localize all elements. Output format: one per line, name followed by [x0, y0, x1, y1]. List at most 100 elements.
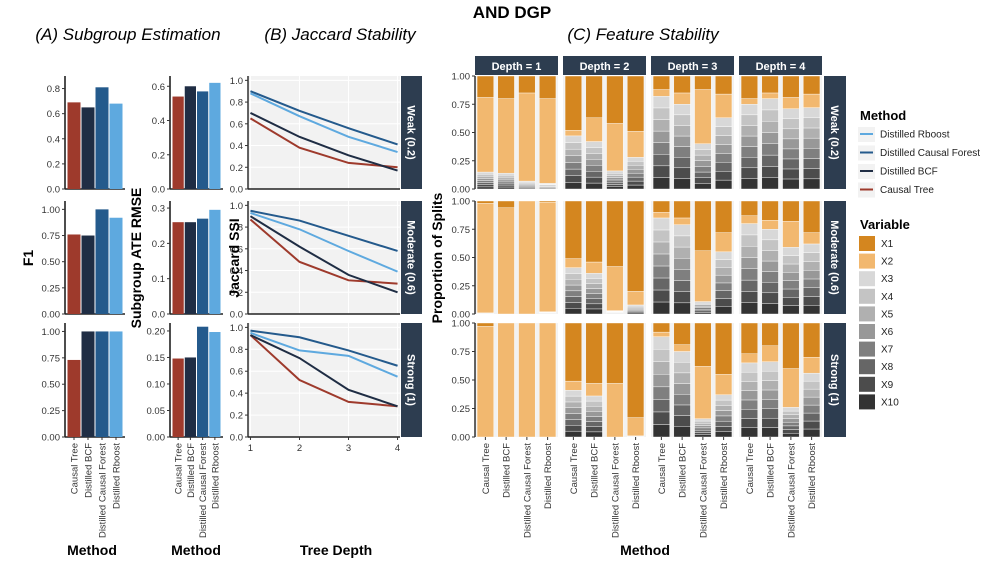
- feature-stack-segment: [585, 165, 603, 172]
- jaccard-ylabel: Jaccard SSI: [226, 218, 242, 297]
- depth-strip: [739, 56, 822, 75]
- f1-x-tick-label: Distilled Causal Forest: [98, 443, 109, 538]
- feature-stack-segment: [694, 89, 712, 144]
- feature-stack-segment: [694, 420, 712, 424]
- feature-stack-segment: [564, 142, 582, 150]
- feature-stack-segment: [694, 171, 712, 178]
- feature-stack-segment: [497, 178, 515, 182]
- feature-stack-segment: [694, 154, 712, 161]
- rmse-x-tick-label: Distilled Causal Forest: [198, 443, 209, 538]
- feature-stack-segment: [673, 302, 691, 315]
- feature-stack-segment: [564, 419, 582, 426]
- feature-stack-segment: [652, 130, 670, 143]
- feature-stack-segment: [585, 117, 603, 142]
- feature-stack-segment: [673, 200, 691, 219]
- feature-stack-segment: [673, 135, 691, 147]
- variable-legend-label: X1: [881, 239, 894, 250]
- feature-stack-segment: [585, 395, 603, 402]
- rmse-x-tick-label: Distilled Rboost: [210, 443, 221, 509]
- feature-stack-segment: [652, 322, 670, 333]
- f1-bar: [81, 107, 95, 189]
- feature-stack-segment: [606, 123, 624, 172]
- feature-x-tick-label: Distilled Rboost: [807, 443, 818, 509]
- feature-stack-segment: [740, 200, 758, 216]
- feature-stack-segment: [694, 149, 712, 156]
- f1-x-tick-label: Causal Tree: [70, 443, 81, 494]
- feature-stack-segment: [585, 141, 603, 148]
- feature-xlabel: Method: [620, 542, 670, 558]
- feature-stack-segment: [673, 322, 691, 345]
- feature-stack-segment: [673, 269, 691, 281]
- feature-stack-segment: [803, 158, 821, 169]
- feature-stack-segment: [673, 146, 691, 158]
- plot-area: 0.00.20.40.60.80.000.250.500.751.000.000…: [20, 56, 846, 558]
- feature-stack-segment: [673, 426, 691, 438]
- feature-stack-segment: [497, 182, 515, 186]
- figure-title: AND DGP: [473, 3, 551, 22]
- feature-stack-segment: [564, 162, 582, 170]
- feature-stack-segment: [715, 306, 733, 315]
- feature-stack-segment: [715, 431, 733, 438]
- variable-legend-swatch: [859, 359, 875, 375]
- f1-bar: [67, 102, 81, 189]
- feature-stack-segment: [652, 399, 670, 413]
- feature-stack-segment: [782, 255, 800, 265]
- feature-strip-label: Moderate (0.6): [828, 220, 840, 295]
- feature-stack-segment: [740, 245, 758, 258]
- feature-y-tick-label: 0.75: [452, 225, 471, 236]
- feature-stack-segment: [694, 429, 712, 433]
- feature-stack-segment: [564, 401, 582, 408]
- feature-x-tick-label: Distilled BCF: [766, 443, 777, 498]
- variable-legend-label: X4: [881, 292, 894, 303]
- f1-y-tick-label: 0.00: [42, 433, 61, 444]
- jaccard-y-tick-label: 0.0: [230, 433, 243, 444]
- feature-stack-segment: [518, 322, 536, 438]
- rmse-bar: [172, 96, 184, 189]
- rmse-y-tick-label: 0.15: [147, 353, 166, 364]
- feature-stack-segment: [673, 383, 691, 395]
- feature-y-tick-label: 1.00: [452, 197, 471, 208]
- feature-stack-segment: [803, 428, 821, 438]
- feature-stack-segment: [606, 170, 624, 174]
- feature-stack-segment: [782, 425, 800, 430]
- feature-stack-segment: [803, 137, 821, 149]
- feature-stack-segment: [606, 266, 624, 311]
- feature-stack-segment: [782, 433, 800, 438]
- jaccard-series-line: [250, 212, 398, 273]
- feature-stack-segment: [652, 386, 670, 400]
- feature-stack-segment: [564, 75, 582, 131]
- feature-stack-segment: [652, 75, 670, 90]
- feature-stack-segment: [782, 368, 800, 408]
- feature-stack-segment: [803, 93, 821, 108]
- feature-stack-segment: [497, 172, 515, 176]
- feature-stack-segment: [585, 283, 603, 289]
- feature-stack-segment: [652, 96, 670, 109]
- variable-legend-label: X10: [881, 397, 899, 408]
- feature-stack-segment: [694, 200, 712, 251]
- jaccard-x-tick-label: 3: [346, 443, 351, 454]
- feature-stack-segment: [694, 250, 712, 302]
- feature-stack-segment: [803, 278, 821, 288]
- feature-stack-segment: [585, 273, 603, 279]
- feature-stack-segment: [564, 290, 582, 297]
- feature-stack-segment: [564, 308, 582, 315]
- feature-stack-segment: [673, 280, 691, 292]
- feature-stack-segment: [673, 246, 691, 259]
- depth-strip: [563, 56, 646, 75]
- jaccard-y-tick-label: 1.0: [230, 201, 243, 212]
- feature-stack-segment: [627, 157, 645, 162]
- feature-stack-segment: [782, 108, 800, 119]
- jaccard-y-tick-label: 0.6: [230, 119, 243, 130]
- feature-stack-segment: [564, 130, 582, 137]
- feature-stack-segment: [761, 303, 779, 315]
- feature-stack-segment: [782, 75, 800, 98]
- feature-stack-segment: [740, 427, 758, 438]
- feature-stack-segment: [715, 290, 733, 299]
- feature-stack-segment: [652, 336, 670, 350]
- jaccard-panel-bg: [248, 76, 400, 189]
- feature-strip-label: Strong (1): [828, 354, 840, 406]
- feature-stack-segment: [803, 287, 821, 297]
- variable-legend-swatch: [859, 376, 875, 392]
- feature-stack-segment: [564, 413, 582, 420]
- feature-stack-segment: [585, 303, 603, 310]
